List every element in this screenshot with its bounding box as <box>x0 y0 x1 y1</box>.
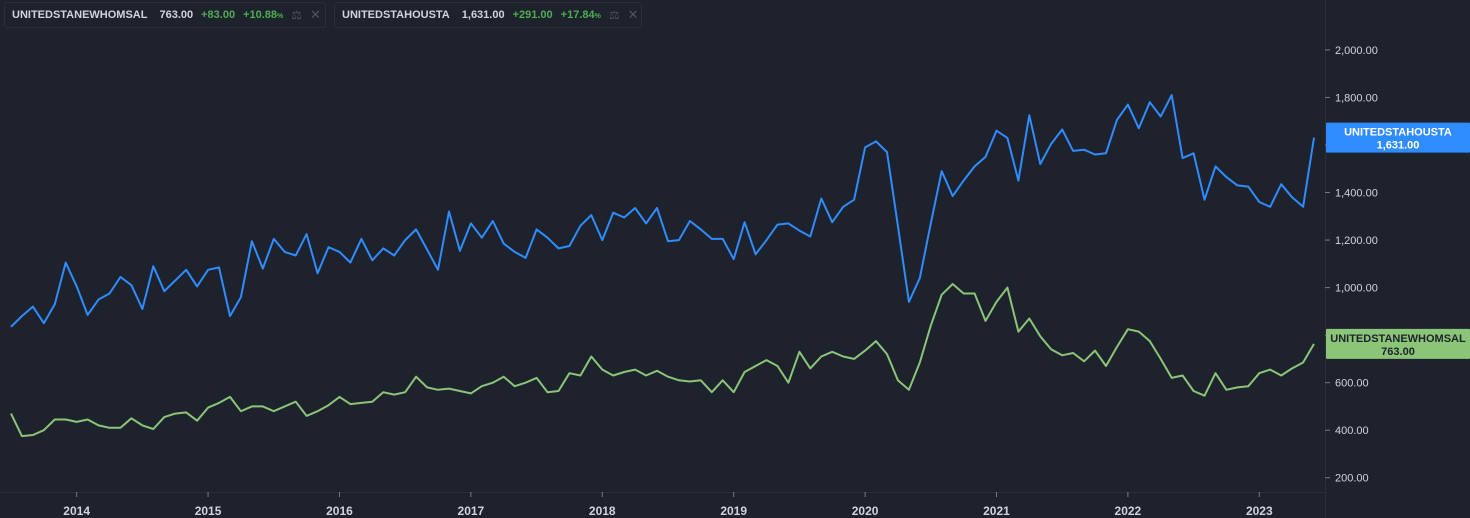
legend-series-value: 763.00 <box>159 9 194 21</box>
y-tick-label: 600.00 <box>1335 378 1369 390</box>
y-tick-label: 400.00 <box>1335 425 1369 437</box>
legend-series-value: 1,631.00 <box>461 9 505 21</box>
y-tick-label: 1,000.00 <box>1335 283 1378 295</box>
x-tick-label: 2018 <box>589 504 616 518</box>
weight-icon[interactable]: ⚖ <box>608 8 620 22</box>
y-tick-label: 1,200.00 <box>1335 235 1378 247</box>
x-tick-label: 2021 <box>983 504 1010 518</box>
legend-item-newhomsal[interactable]: UNITEDSTANEWHOMSAL 763.00 +83.00 +10.88%… <box>4 2 326 28</box>
legend-series-name: UNITEDSTANEWHOMSAL <box>12 9 148 21</box>
y-tick-label: 200.00 <box>1335 473 1369 485</box>
x-tick-label: 2020 <box>852 504 879 518</box>
price-tag-value: 1,631.00 <box>1377 140 1420 152</box>
price-tag-name: UNITEDSTAHOUSTA <box>1344 127 1452 139</box>
series-line-unitedstanewhomsal <box>10 283 1315 438</box>
series-line-unitedstahousta <box>10 94 1315 328</box>
price-tag-background <box>1326 122 1470 153</box>
x-tick-label: 2019 <box>720 504 747 518</box>
x-tick-label: 2017 <box>458 504 485 518</box>
y-tick-label: 2,000.00 <box>1335 45 1378 57</box>
legend-item-housta[interactable]: UNITEDSTAHOUSTA 1,631.00 +291.00 +17.84%… <box>334 2 642 28</box>
legend-series-change-pct: +17.84% <box>560 9 601 21</box>
y-axis[interactable]: 200.00400.00600.00800.001,000.001,200.00… <box>1325 45 1378 485</box>
x-tick-label: 2016 <box>326 504 353 518</box>
axis-frame <box>0 0 1326 518</box>
x-tick-label: 2015 <box>195 504 222 518</box>
legend-series-change: +291.00 <box>512 9 553 21</box>
legend-series-name: UNITEDSTAHOUSTA <box>342 9 450 21</box>
y-tick-label: 1,400.00 <box>1335 188 1378 200</box>
legend-series-change-pct: +10.88% <box>243 9 284 21</box>
price-tag-value: 763.00 <box>1381 346 1415 358</box>
x-tick-label: 2014 <box>63 504 90 518</box>
close-icon[interactable]: ✕ <box>310 7 321 22</box>
series-layer <box>10 94 1315 438</box>
x-tick-label: 2022 <box>1115 504 1142 518</box>
x-axis[interactable]: 2014 2015 2016 2017 2018 2019 2020 2021 2022 2023 <box>63 492 1273 518</box>
close-icon[interactable]: ✕ <box>627 7 639 22</box>
legend-series-change: +83.00 <box>201 9 236 21</box>
price-tag-background <box>1326 328 1470 359</box>
x-tick-label: 2023 <box>1246 504 1273 518</box>
weight-icon[interactable]: ⚖ <box>291 8 303 22</box>
price-tag-name: UNITEDSTANEWHOMSAL <box>1330 333 1466 345</box>
y-tick-label: 1,800.00 <box>1335 92 1378 104</box>
